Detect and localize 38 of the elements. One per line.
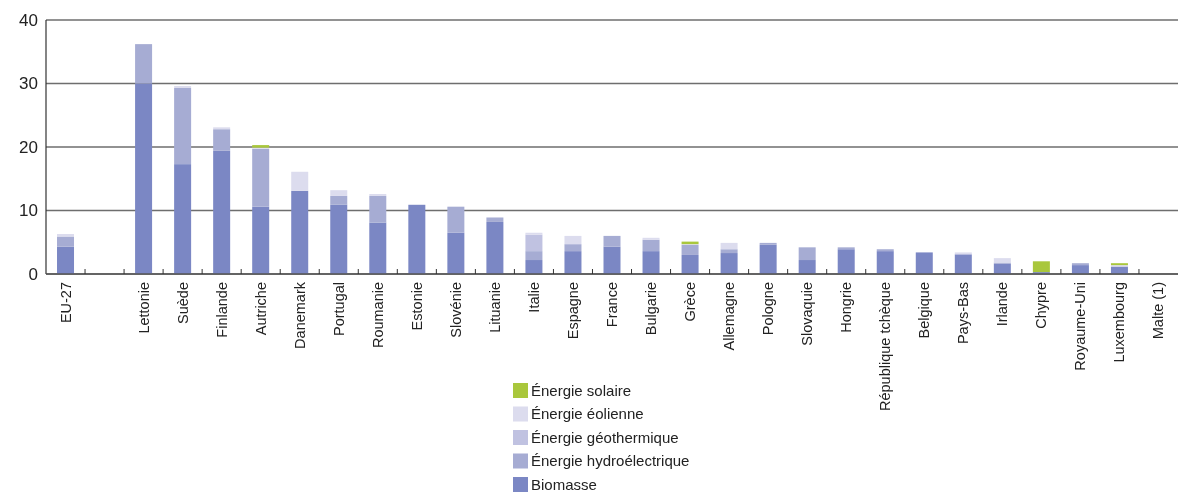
- x-tick-label: Danemark: [291, 281, 308, 349]
- x-tick-label: Pologne: [760, 282, 777, 336]
- y-tick-label: 0: [28, 264, 38, 284]
- x-tick-label: Belgique: [916, 282, 933, 339]
- x-tick-label: Irlande: [994, 282, 1011, 327]
- legend-label: Énergie hydroélectrique: [531, 452, 690, 470]
- y-tick-label: 40: [19, 10, 38, 30]
- x-tick-label: Italie: [525, 282, 542, 313]
- x-tick-label: Malte (1): [1150, 282, 1167, 340]
- x-tick-label: Finlande: [213, 282, 230, 338]
- x-tick-label: Estonie: [408, 282, 425, 331]
- y-tick-label: 10: [19, 201, 38, 221]
- x-tick-label: Autriche: [252, 282, 269, 336]
- x-tick-label: Chypre: [1033, 282, 1050, 329]
- x-tick-label: Roumanie: [369, 282, 386, 349]
- legend-label: Énergie solaire: [531, 381, 632, 399]
- legend-label: Biomasse: [531, 475, 597, 493]
- x-tick-label: Espagne: [564, 282, 581, 340]
- x-tick-label: Hongrie: [838, 282, 855, 333]
- x-tick-label: Royaume-Uni: [1072, 282, 1089, 371]
- x-tick-label: Pays-Bas: [955, 282, 972, 345]
- x-tick-label: EU-27: [57, 282, 74, 324]
- y-tick-label: 20: [19, 137, 38, 157]
- x-tick-label: République tchèque: [877, 282, 894, 411]
- x-tick-label: Grèce: [682, 282, 699, 322]
- x-tick-label: Bulgarie: [643, 282, 660, 336]
- x-tick-label: Slovénie: [447, 282, 464, 338]
- x-tick-label: Lituanie: [486, 282, 503, 333]
- x-tick-label: Lettonie: [135, 282, 152, 334]
- x-tick-label: Slovaquie: [799, 282, 816, 346]
- legend-label: Énergie géothermique: [531, 428, 679, 446]
- y-tick-label: 30: [19, 74, 38, 94]
- legend-label: Énergie éolienne: [531, 405, 644, 423]
- x-tick-label: Luxembourg: [1111, 282, 1128, 363]
- x-tick-label: Suède: [174, 282, 191, 324]
- x-tick-label: Portugal: [330, 282, 347, 337]
- x-tick-label: France: [604, 282, 620, 328]
- x-tick-label: Allemagne: [721, 282, 738, 351]
